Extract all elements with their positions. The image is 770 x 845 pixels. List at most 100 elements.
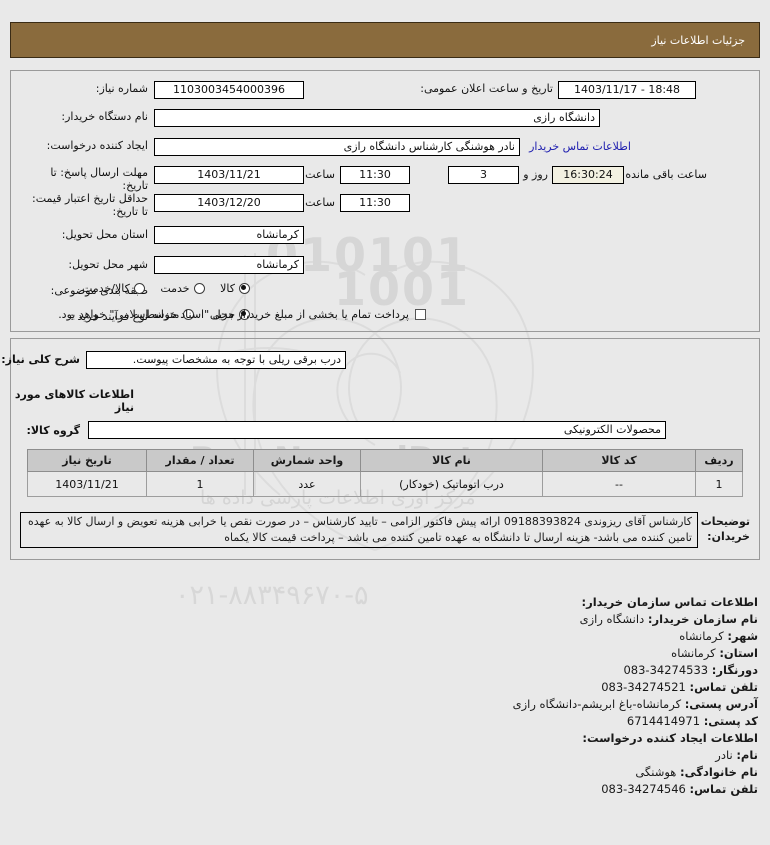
org-phone-key: تلفن تماس: xyxy=(689,680,758,694)
validity-date-value[interactable]: 1403/12/20 xyxy=(154,194,304,212)
creator-label-row: ایجاد کننده درخواست: xyxy=(47,139,148,152)
creator-phone-value: 34274546-083 xyxy=(601,782,686,796)
creator-contact-title: اطلاعات ایجاد کننده درخواست: xyxy=(582,731,758,745)
th-code: کد کالا xyxy=(542,449,696,472)
contact-info-section: اطلاعات تماس سازمان خریدار: نام سازمان خ… xyxy=(18,594,758,798)
creator-value[interactable]: نادر هوشنگی کارشناس دانشگاه رازی xyxy=(154,138,520,156)
validity-hour-label: ساعت xyxy=(305,196,335,209)
category-option-kala[interactable]: کالا xyxy=(220,282,250,295)
org-phone-row: تلفن تماس: 34274521-083 xyxy=(18,679,758,696)
org-fax-value: 34274533-083 xyxy=(623,663,709,677)
deadline-hour-label: ساعت xyxy=(305,168,335,181)
countdown-timer-value: 16:30:24 xyxy=(552,166,624,184)
process-option-motevaset[interactable]: متوسط xyxy=(145,308,195,321)
cell-radif: 1 xyxy=(695,471,743,497)
creator-last-name-key: نام خانوادگی: xyxy=(680,765,758,779)
org-postal-key: کد پستی: xyxy=(703,714,758,728)
th-name: نام کالا xyxy=(360,449,543,472)
th-qty: تعداد / مقدار xyxy=(146,449,254,472)
remaining-days-label: روز و xyxy=(523,168,548,181)
page-title-bar: جزئیات اطلاعات نیاز xyxy=(10,22,760,58)
radio-icon-motevaset[interactable] xyxy=(183,309,195,320)
org-province-row: استان: کرمانشاه xyxy=(18,645,758,662)
creator-last-name-value: هوشنگی xyxy=(635,765,677,779)
creator-first-name-row: نام: نادر xyxy=(18,747,758,764)
province-value[interactable]: کرمانشاه xyxy=(154,226,304,244)
radio-icon-kala-khedmat[interactable] xyxy=(133,283,145,294)
field-need-number: شماره نیاز: xyxy=(96,82,148,95)
process-label: نوع فرآیند خرید : xyxy=(70,310,148,323)
th-date: تاریخ نیاز xyxy=(27,449,147,472)
cell-code: -- xyxy=(542,471,696,497)
radio-icon-kala[interactable] xyxy=(239,283,250,294)
org-province-value: کرمانشاه xyxy=(671,646,716,660)
checkbox-icon-treasury[interactable] xyxy=(415,309,426,320)
category-option-kala-khedmat[interactable]: کالا/خدمت xyxy=(82,282,145,295)
cell-date: 1403/11/21 xyxy=(27,471,147,497)
creator-phone-key: تلفن تماس: xyxy=(689,782,758,796)
org-postal-value: 6714414971 xyxy=(626,714,701,728)
remaining-days-value: 3 xyxy=(448,166,519,184)
deadline-date-value[interactable]: 1403/11/21 xyxy=(154,166,304,184)
category-option-kala-label: کالا xyxy=(220,282,235,295)
creator-phone-row: تلفن تماس: 34274546-083 xyxy=(18,781,758,798)
category-label: طبقه بندی موضوعی: xyxy=(50,284,148,297)
org-city-row: شهر: کرمانشاه xyxy=(18,628,758,645)
announce-datetime-value[interactable]: 18:48 - 1403/11/17 xyxy=(558,81,696,99)
countdown-label: ساعت باقی مانده xyxy=(625,168,707,181)
org-postal-row: کد پستی: 6714414971 xyxy=(18,713,758,730)
deadline-time-value[interactable]: 11:30 xyxy=(340,166,410,184)
cell-unit: عدد xyxy=(253,471,361,497)
group-value[interactable]: محصولات الکترونیکی xyxy=(88,421,666,439)
validity-label: حداقل تاریخ اعتبار قیمت: تا تاریخ: xyxy=(32,192,148,218)
buyer-org-label: نام دستگاه خریدار: xyxy=(61,110,148,123)
goods-section-title: اطلاعات کالاهای مورد نیاز xyxy=(14,388,134,414)
creator-first-name-value: نادر xyxy=(715,748,733,762)
remarks-text: کارشناس آقای ریزوندی 09188393824 ارائه پ… xyxy=(20,512,698,548)
org-city-key: شهر: xyxy=(727,629,758,643)
org-city-value: کرمانشاه xyxy=(679,629,724,643)
need-number-label: شماره نیاز: xyxy=(95,82,148,95)
creator-first-name-key: نام: xyxy=(736,748,758,762)
treasury-checkbox-label: پرداخت تمام یا بخشی از مبلغ خرید،از محل … xyxy=(58,308,409,321)
org-phone-value: 34274521-083 xyxy=(601,680,686,694)
process-option-motevaset-label: متوسط xyxy=(144,308,180,321)
buyer-contact-link[interactable]: اطلاعات تماس خریدار xyxy=(529,140,631,153)
need-number-value[interactable]: 1103003454000396 xyxy=(154,81,304,99)
buyer-org-label-row: نام دستگاه خریدار: xyxy=(61,110,148,123)
org-name-key: نام سازمان خریدار: xyxy=(647,612,758,626)
validity-time-value[interactable]: 11:30 xyxy=(340,194,410,212)
cell-name: درب اتوماتیک (خودکار) xyxy=(360,471,543,497)
org-name-row: نام سازمان خریدار: دانشگاه رازی xyxy=(18,611,758,628)
org-address-value: کرمانشاه-باغ ابریشم-دانشگاه رازی xyxy=(512,697,682,711)
announce-label-row: تاریخ و ساعت اعلان عمومی: xyxy=(420,82,553,95)
th-radif: ردیف xyxy=(695,449,743,472)
org-address-key: آدرس پستی: xyxy=(684,697,758,711)
goods-table: ردیف کد کالا نام کالا واحد شمارش تعداد /… xyxy=(27,449,743,497)
th-unit: واحد شمارش xyxy=(253,449,361,472)
org-fax-key: دورنگار: xyxy=(711,663,758,677)
table-row: 1 -- درب اتوماتیک (خودکار) عدد 1 1403/11… xyxy=(27,471,743,497)
radio-icon-khedmat[interactable] xyxy=(193,283,205,294)
treasury-checkbox-row[interactable]: پرداخت تمام یا بخشی از مبلغ خرید،از محل … xyxy=(58,308,426,321)
org-province-key: استان: xyxy=(719,646,758,660)
category-option-kala-khedmat-label: کالا/خدمت xyxy=(82,282,130,295)
org-address-row: آدرس پستی: کرمانشاه-باغ ابریشم-دانشگاه ر… xyxy=(18,696,758,713)
creator-label: ایجاد کننده درخواست: xyxy=(46,139,148,152)
category-radio-group: کالا خدمت کالا/خدمت xyxy=(70,282,250,297)
page-title: جزئیات اطلاعات نیاز xyxy=(651,33,745,47)
category-option-khedmat[interactable]: خدمت xyxy=(160,282,205,295)
cell-qty: 1 xyxy=(146,471,254,497)
city-value[interactable]: کرمانشاه xyxy=(154,256,304,274)
city-label: شهر محل تحویل: xyxy=(68,258,148,271)
announce-datetime-label: تاریخ و ساعت اعلان عمومی: xyxy=(420,82,553,95)
org-fax-row: دورنگار: 34274533-083 xyxy=(18,662,758,679)
summary-value[interactable]: درب برقی ریلی با توجه به مشخصات پیوست. xyxy=(86,351,346,369)
group-label: گروه کالا: xyxy=(26,424,80,437)
summary-label: شرح کلی نیاز: xyxy=(1,353,80,366)
remarks-label: توضیحات خریدان: xyxy=(700,515,750,543)
buyer-org-value[interactable]: دانشگاه رازی xyxy=(154,109,600,127)
table-header-row: ردیف کد کالا نام کالا واحد شمارش تعداد /… xyxy=(27,449,743,472)
deadline-label: مهلت ارسال پاسخ: تا تاریخ: xyxy=(50,166,148,192)
category-option-khedmat-label: خدمت xyxy=(160,282,190,295)
